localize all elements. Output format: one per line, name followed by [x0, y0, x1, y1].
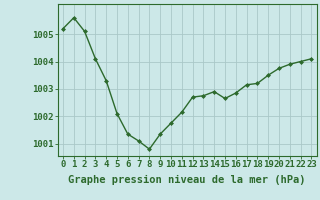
- X-axis label: Graphe pression niveau de la mer (hPa): Graphe pression niveau de la mer (hPa): [68, 175, 306, 185]
